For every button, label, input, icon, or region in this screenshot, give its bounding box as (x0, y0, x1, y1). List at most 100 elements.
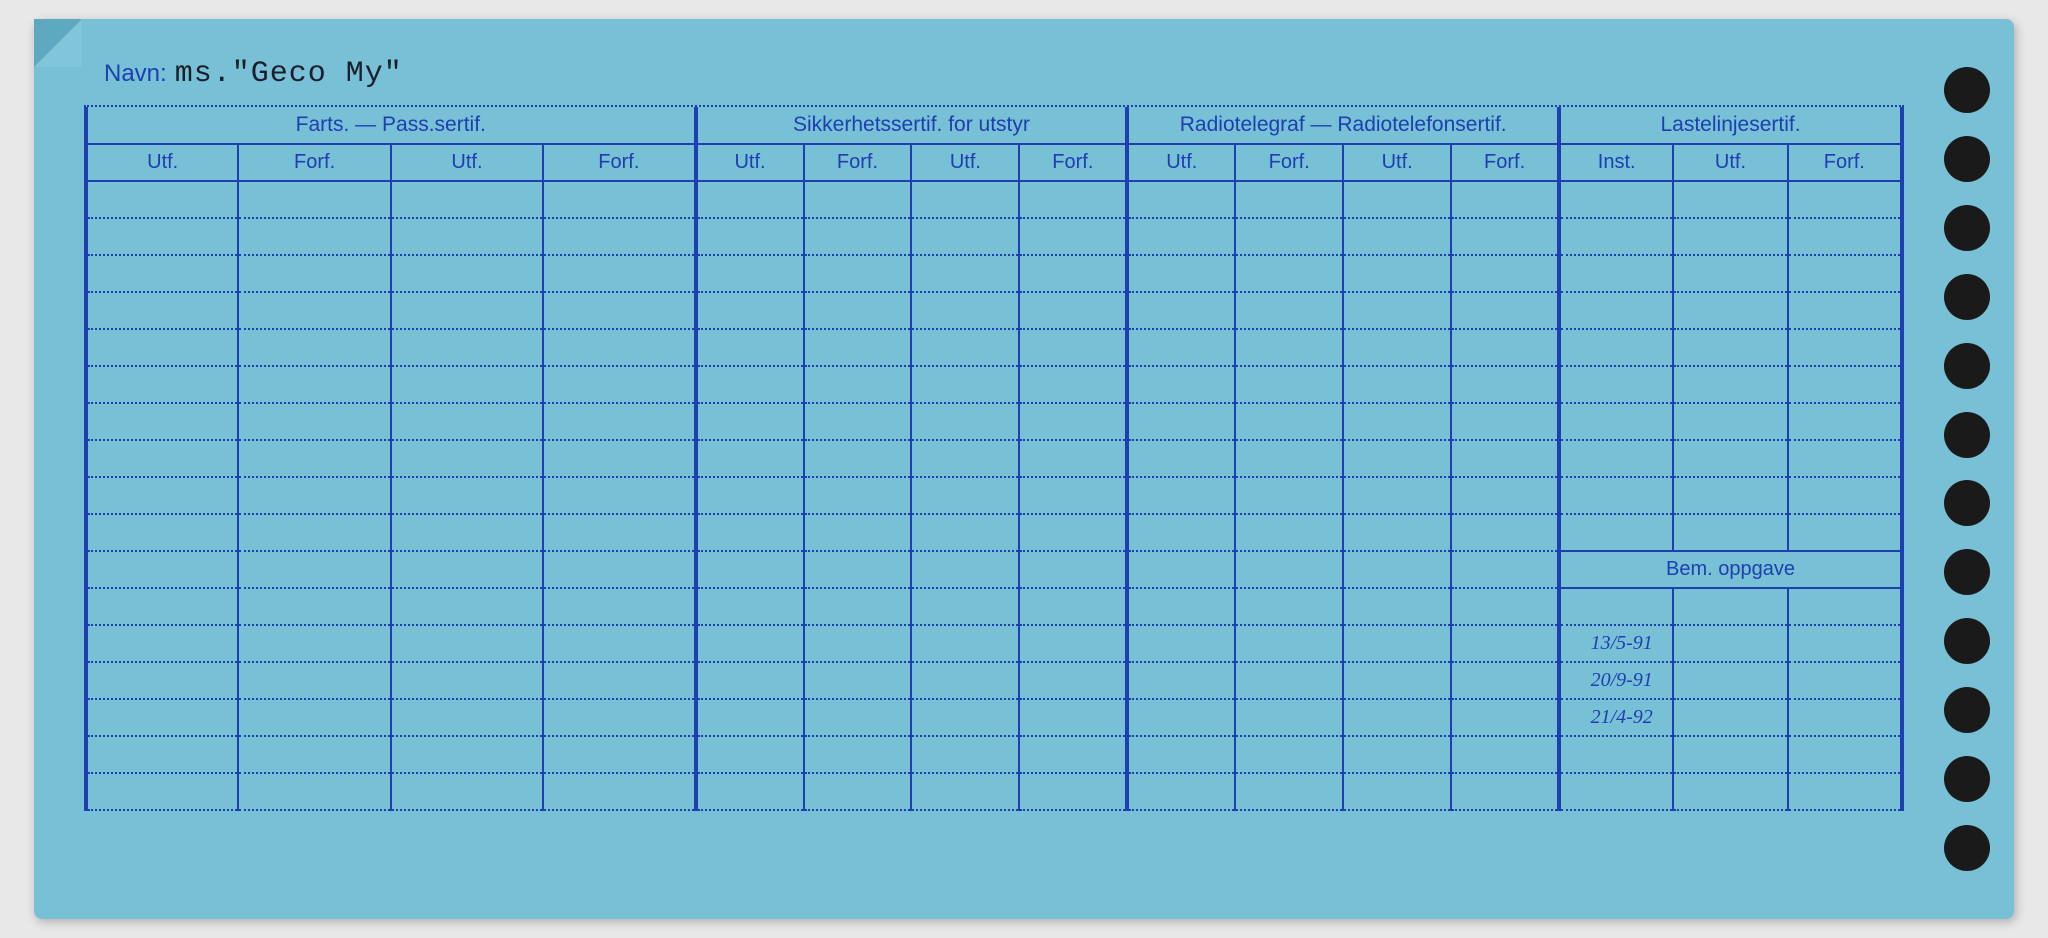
table-cell (1019, 551, 1127, 588)
table-cell (696, 255, 804, 292)
table-cell (238, 662, 390, 699)
table-cell (1235, 366, 1343, 403)
table-cell (911, 588, 1019, 625)
table-cell (911, 218, 1019, 255)
table-cell (1019, 255, 1127, 292)
table-cell (391, 366, 543, 403)
column-group-header: Radiotelegraf — Radiotelefonsertif. (1127, 107, 1559, 144)
table-cell (1559, 403, 1673, 440)
table-cell (911, 699, 1019, 736)
table-cell (1343, 292, 1451, 329)
table-cell (391, 662, 543, 699)
column-header: Utf. (86, 144, 238, 181)
table-cell (391, 477, 543, 514)
table-cell (804, 440, 912, 477)
table-cell (804, 477, 912, 514)
table-cell (391, 403, 543, 440)
table-cell (1127, 255, 1235, 292)
table-cell (1788, 292, 1902, 329)
table-cell (804, 736, 912, 773)
table-cell (1673, 477, 1787, 514)
table-cell (1451, 662, 1559, 699)
column-header: Utf. (1673, 144, 1787, 181)
column-group-header: Farts. — Pass.sertif. (86, 107, 696, 144)
table-cell (696, 662, 804, 699)
table-cell (86, 736, 238, 773)
table-cell (1019, 292, 1127, 329)
table-cell (543, 625, 695, 662)
table-cell (1451, 625, 1559, 662)
table-cell (1127, 514, 1235, 551)
table-cell (1343, 366, 1451, 403)
column-group-header: Lastelinjesertif. (1559, 107, 1902, 144)
table-cell (1019, 440, 1127, 477)
table-cell (543, 588, 695, 625)
table-cell (696, 736, 804, 773)
table-cell (86, 551, 238, 588)
table-cell (1343, 699, 1451, 736)
table-cell (86, 181, 238, 218)
card-content: Navn: ms."Geco My" Farts. — Pass.sertif.… (84, 49, 1904, 889)
punch-hole (1944, 412, 1990, 458)
table-cell (1559, 329, 1673, 366)
table-cell (1343, 736, 1451, 773)
table-cell (1019, 773, 1127, 810)
table-cell (1235, 773, 1343, 810)
table-cell (1451, 588, 1559, 625)
table-cell (391, 440, 543, 477)
table-cell (696, 403, 804, 440)
column-header: Utf. (911, 144, 1019, 181)
table-cell (1673, 255, 1787, 292)
table-cell (1343, 181, 1451, 218)
punch-hole (1944, 205, 1990, 251)
table-cell (1788, 181, 1902, 218)
column-header: Forf. (543, 144, 695, 181)
table-cell (1235, 699, 1343, 736)
table-cell (1559, 736, 1673, 773)
table-cell (1788, 736, 1902, 773)
table-cell (1235, 736, 1343, 773)
table-cell (543, 662, 695, 699)
table-cell (1019, 366, 1127, 403)
table-cell (543, 218, 695, 255)
table-cell (86, 773, 238, 810)
table-cell (1127, 477, 1235, 514)
table-cell (238, 699, 390, 736)
table-cell (1559, 218, 1673, 255)
table-cell (1127, 218, 1235, 255)
table-cell (1559, 255, 1673, 292)
handwritten-date: 13/5-91 (1559, 625, 1673, 662)
table-cell (1127, 329, 1235, 366)
table-cell (391, 329, 543, 366)
column-header: Forf. (1451, 144, 1559, 181)
table-cell (391, 292, 543, 329)
table-cell (238, 181, 390, 218)
table-cell (86, 625, 238, 662)
table-cell (696, 773, 804, 810)
table-cell (911, 477, 1019, 514)
table-cell (911, 625, 1019, 662)
table-cell (1451, 218, 1559, 255)
table-cell (1343, 514, 1451, 551)
table-cell (543, 366, 695, 403)
table-cell (696, 477, 804, 514)
table-cell (1788, 255, 1902, 292)
table-cell (1673, 588, 1787, 625)
table-cell (1235, 588, 1343, 625)
punch-hole (1944, 618, 1990, 664)
table-cell (1788, 514, 1902, 551)
table-cell (911, 662, 1019, 699)
table-cell (86, 329, 238, 366)
table-cell (238, 736, 390, 773)
table-cell (238, 403, 390, 440)
table-cell (1559, 440, 1673, 477)
table-cell (1127, 699, 1235, 736)
table-cell (911, 440, 1019, 477)
table-cell (911, 773, 1019, 810)
table-cell (86, 218, 238, 255)
table-cell (1235, 662, 1343, 699)
table-cell (86, 366, 238, 403)
table-cell (1019, 477, 1127, 514)
column-header: Forf. (1019, 144, 1127, 181)
table-cell (1127, 736, 1235, 773)
